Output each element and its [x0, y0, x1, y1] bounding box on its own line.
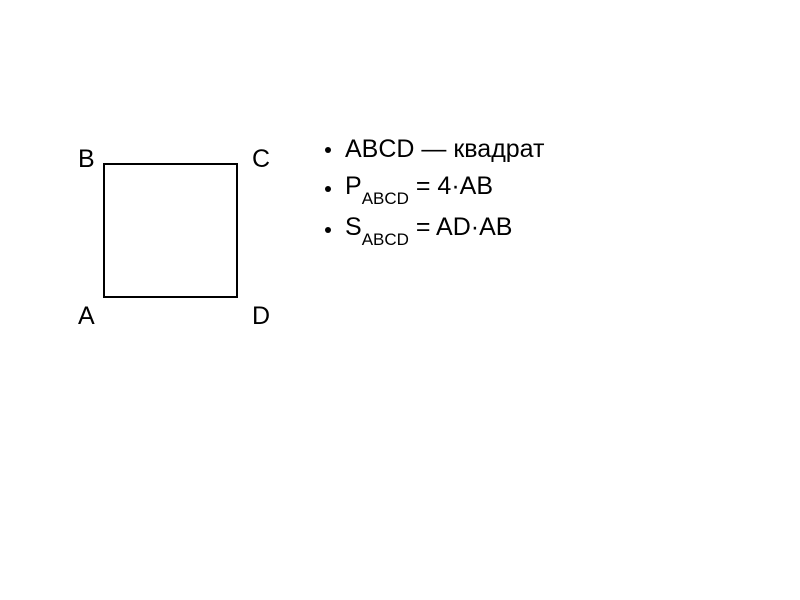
vertex-b: B	[78, 145, 95, 174]
formula-3-text: SABCD = AD·AB	[345, 213, 512, 246]
vertex-c: C	[252, 145, 270, 174]
vertex-a: A	[78, 302, 95, 331]
square-shape	[103, 163, 238, 298]
bullet-icon	[325, 147, 331, 153]
formula-2-subscript: ABCD	[362, 189, 409, 208]
formula-2-rest: = 4·AB	[409, 172, 493, 200]
formula-3-rest: = AD·AB	[409, 213, 513, 241]
vertex-d: D	[252, 302, 270, 331]
formula-row-2: PABCD = 4·AB	[325, 172, 545, 205]
slide-content: B C A D ABCD — квадрат PABCD = 4·AB SABC…	[0, 0, 800, 335]
formula-3-subscript: ABCD	[362, 230, 409, 249]
bullet-icon	[325, 227, 331, 233]
formula-2-prefix: P	[345, 172, 362, 200]
formula-1-text: ABCD — квадрат	[345, 135, 545, 164]
formula-3-prefix: S	[345, 213, 362, 241]
formula-2-text: PABCD = 4·AB	[345, 172, 493, 205]
formula-list: ABCD — квадрат PABCD = 4·AB SABCD = AD·A…	[325, 135, 545, 254]
formula-row-3: SABCD = AD·AB	[325, 213, 545, 246]
square-diagram: B C A D	[75, 135, 265, 335]
formula-row-1: ABCD — квадрат	[325, 135, 545, 164]
bullet-icon	[325, 186, 331, 192]
